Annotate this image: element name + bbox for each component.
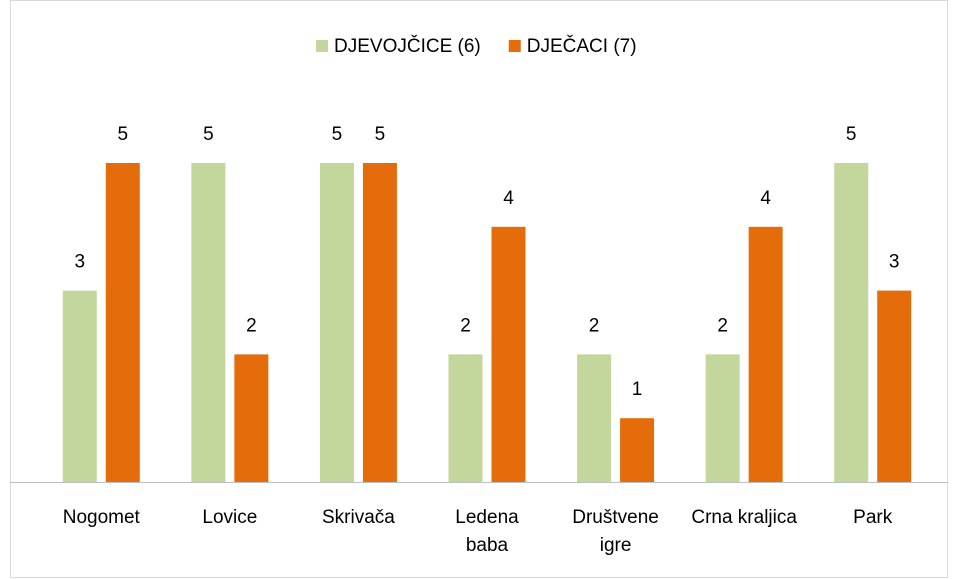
bar — [319, 163, 354, 482]
x-tick-label: Društvene igre — [572, 507, 659, 556]
data-label: 3 — [889, 252, 900, 273]
bar — [448, 354, 483, 482]
data-label: 5 — [375, 124, 386, 145]
data-label: 2 — [589, 315, 600, 336]
legend-swatch — [508, 40, 521, 52]
x-tick-label: Park — [853, 507, 893, 528]
bar — [491, 226, 526, 482]
data-label: 5 — [203, 124, 214, 145]
x-tick-label: Lovice — [202, 507, 258, 528]
x-tick-label: Ledena baba — [455, 507, 519, 556]
bar — [577, 354, 612, 482]
bar — [234, 354, 269, 482]
bar — [877, 290, 912, 482]
data-label: 3 — [74, 252, 85, 273]
bar — [362, 163, 397, 482]
legend-label: DJEČACI (7) — [527, 35, 637, 57]
data-label: 1 — [632, 379, 643, 400]
x-tick-label: Skrivača — [321, 507, 395, 528]
bar — [62, 290, 97, 482]
legend-swatch — [316, 40, 328, 52]
bar — [834, 163, 869, 482]
bar — [105, 163, 140, 482]
x-tick-label: Crna kraljica — [691, 507, 797, 528]
data-label: 4 — [760, 188, 771, 209]
chart-border — [10, 0, 948, 578]
data-label: 5 — [117, 124, 128, 145]
bar — [620, 418, 655, 482]
data-label: 4 — [503, 188, 514, 209]
x-tick-label: Nogomet — [62, 507, 140, 528]
data-label: 2 — [717, 315, 728, 336]
data-label: 2 — [460, 315, 471, 336]
bar — [748, 226, 783, 482]
legend-label: DJEVOJČICE (6) — [334, 35, 481, 57]
bar — [191, 163, 226, 482]
data-label: 2 — [246, 315, 257, 336]
data-label: 5 — [332, 124, 343, 145]
data-label: 5 — [846, 124, 857, 145]
bar — [705, 354, 740, 482]
